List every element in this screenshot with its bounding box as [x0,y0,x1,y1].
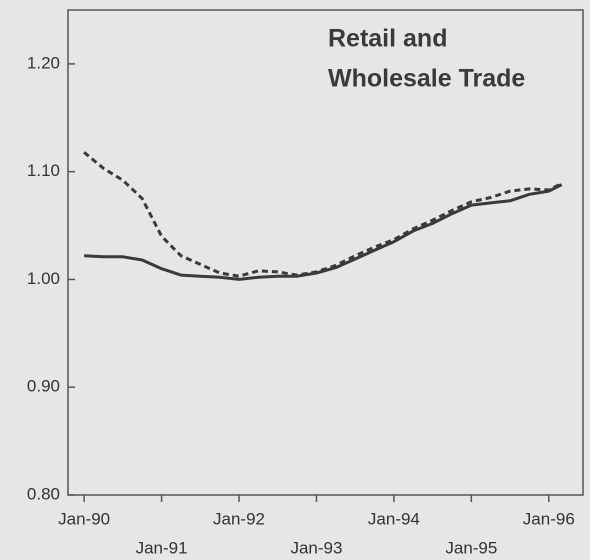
chart-title: Retail and [328,25,447,53]
x-tick-label: Jan-96 [523,509,575,528]
x-tick-label: Jan-95 [445,538,497,557]
y-tick-label: 1.20 [27,53,60,72]
y-tick-label: 1.00 [27,269,60,288]
data-line [84,183,563,281]
plot-frame [67,9,584,496]
y-tick-label: 0.80 [27,484,60,503]
x-tick-label: Jan-94 [368,509,420,528]
y-tick-label: 1.10 [27,161,60,180]
chart-title: Wholesale Trade [328,65,525,93]
x-tick-label: Jan-93 [290,538,342,557]
x-tick-label: Jan-90 [58,509,110,528]
data-line [83,151,563,278]
x-tick-label: Jan-91 [136,538,188,557]
y-tick-label: 0.90 [27,377,60,396]
x-tick-label: Jan-92 [213,509,265,528]
